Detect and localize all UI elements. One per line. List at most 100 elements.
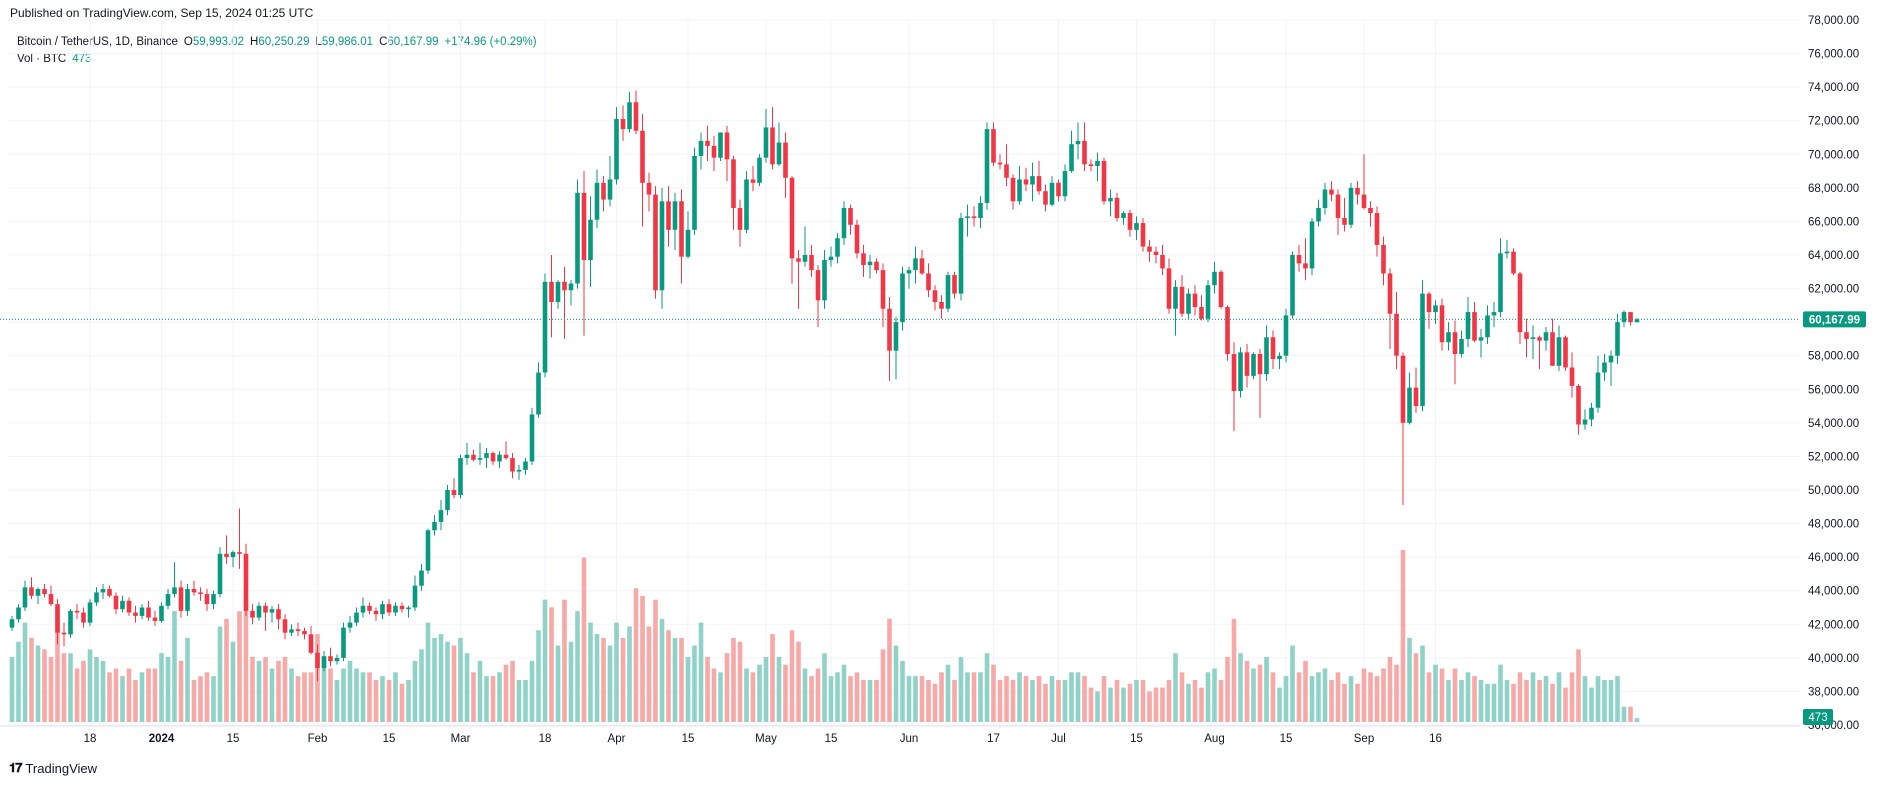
volume-bar [1108, 687, 1113, 722]
candle [198, 587, 203, 601]
volume-bar [1270, 672, 1276, 722]
volume-bar [796, 641, 801, 722]
candle-body [16, 607, 21, 620]
candle [1186, 288, 1191, 319]
volume-value: 473 [72, 53, 92, 65]
volume-bar [1179, 672, 1185, 722]
volume-bar [263, 657, 268, 722]
candle-body [1290, 255, 1295, 316]
volume-bar [906, 676, 912, 722]
candle-body [393, 605, 398, 613]
candle-body [191, 589, 197, 593]
volume-bar [1160, 687, 1165, 722]
price-axis[interactable]: 36,000.0038,000.0040,000.0042,000.0044,0… [1808, 15, 1859, 732]
candle [1498, 238, 1503, 318]
time-axis[interactable]: 18 2024 15 Feb 15 Mar 18 Apr 15 May 15 Jun 17 Jul 15 Au… [0, 725, 1800, 745]
volume-bar [139, 672, 145, 722]
candle-body [1283, 315, 1289, 356]
candle-body [549, 281, 554, 302]
candle-body [685, 229, 691, 257]
candle [328, 647, 333, 667]
candle-body [367, 605, 372, 611]
candle [802, 226, 808, 267]
volume-bar [393, 672, 398, 722]
volume-bar [406, 679, 411, 722]
volume-bar [1127, 683, 1133, 722]
x-tick-label: Feb [308, 733, 328, 745]
candle [809, 244, 814, 277]
x-tick-label: 15 [1130, 733, 1143, 745]
candle [22, 580, 28, 611]
candle-body [1407, 387, 1412, 423]
volume-bar [893, 645, 899, 722]
volume-bar [1361, 668, 1367, 722]
volume-bar [425, 622, 431, 722]
volume-bar [354, 668, 359, 722]
volume-bar [1101, 676, 1107, 722]
candle [1569, 352, 1575, 398]
candle-body [1153, 251, 1159, 255]
candle-body [809, 255, 814, 271]
candle [289, 624, 294, 637]
volume-bar [757, 664, 762, 722]
candle [705, 125, 710, 161]
candle-body [1465, 312, 1471, 339]
candle [1511, 248, 1516, 276]
candle [1277, 352, 1282, 370]
candle [1088, 159, 1094, 172]
volume-label[interactable]: Vol · BTC [17, 53, 67, 65]
y-tick-label: 40,000.00 [1808, 653, 1859, 665]
candle [1472, 302, 1477, 343]
candle [490, 451, 496, 465]
candle-body [861, 253, 866, 266]
candle-body [731, 159, 736, 208]
candle-body [1056, 182, 1061, 197]
symbol-label[interactable]: Bitcoin / TetherUS, 1D, Binance [17, 36, 178, 48]
candle [1329, 181, 1334, 202]
candle-body [770, 127, 775, 165]
candle [1238, 347, 1243, 398]
x-tick-label: 15 [825, 733, 838, 745]
candle [607, 155, 613, 207]
volume-bar [809, 676, 814, 722]
tradingview-logo-icon[interactable]: 𝟏𝟕 [9, 760, 23, 775]
candle [419, 563, 424, 591]
volume-bar [841, 664, 847, 722]
candle [913, 246, 918, 284]
candle-body [1134, 223, 1139, 230]
volume-bar [29, 637, 34, 722]
volume-bar [926, 679, 931, 722]
candle [107, 585, 112, 598]
volume-bar [1530, 672, 1536, 722]
volume-bar [731, 637, 736, 722]
candle-body [1348, 187, 1354, 225]
candle-body [1498, 253, 1503, 313]
volume-bar [549, 607, 554, 722]
volume-bar [1153, 687, 1159, 722]
candle [601, 176, 606, 212]
candle [334, 654, 340, 665]
candle-body [815, 270, 821, 301]
candle [1595, 355, 1601, 413]
candle [360, 597, 366, 618]
volume-bar [932, 683, 938, 722]
candle [1218, 270, 1224, 309]
volume-bar [48, 657, 54, 722]
candle-body [523, 461, 528, 470]
volume-bar [100, 660, 106, 722]
volume-bar [633, 588, 639, 722]
brand-name[interactable]: TradingView [25, 760, 98, 776]
y-tick-label: 42,000.00 [1808, 619, 1859, 631]
volume-bar [1017, 672, 1022, 722]
volume-bar [1615, 676, 1620, 722]
candle-body [1368, 208, 1373, 214]
candle-body [126, 600, 132, 613]
candle [1433, 300, 1438, 324]
candle [536, 362, 541, 418]
x-tick-label: 15 [682, 733, 695, 745]
volume-bar [1439, 668, 1445, 722]
candle [653, 186, 658, 299]
volume-bar [1316, 672, 1321, 722]
candle-body [867, 261, 873, 266]
